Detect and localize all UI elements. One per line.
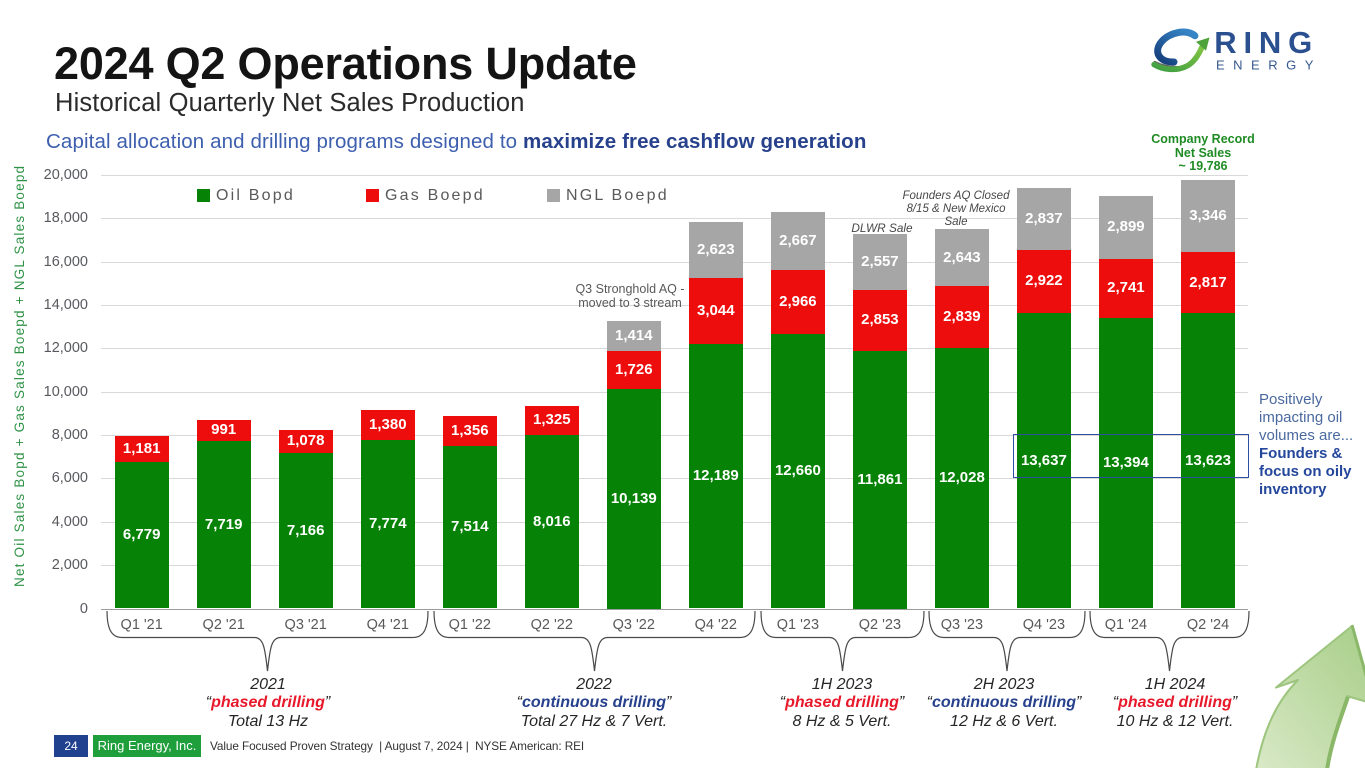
svg-text:RING: RING [1214,25,1319,60]
svg-text:ENERGY: ENERGY [1216,58,1322,73]
